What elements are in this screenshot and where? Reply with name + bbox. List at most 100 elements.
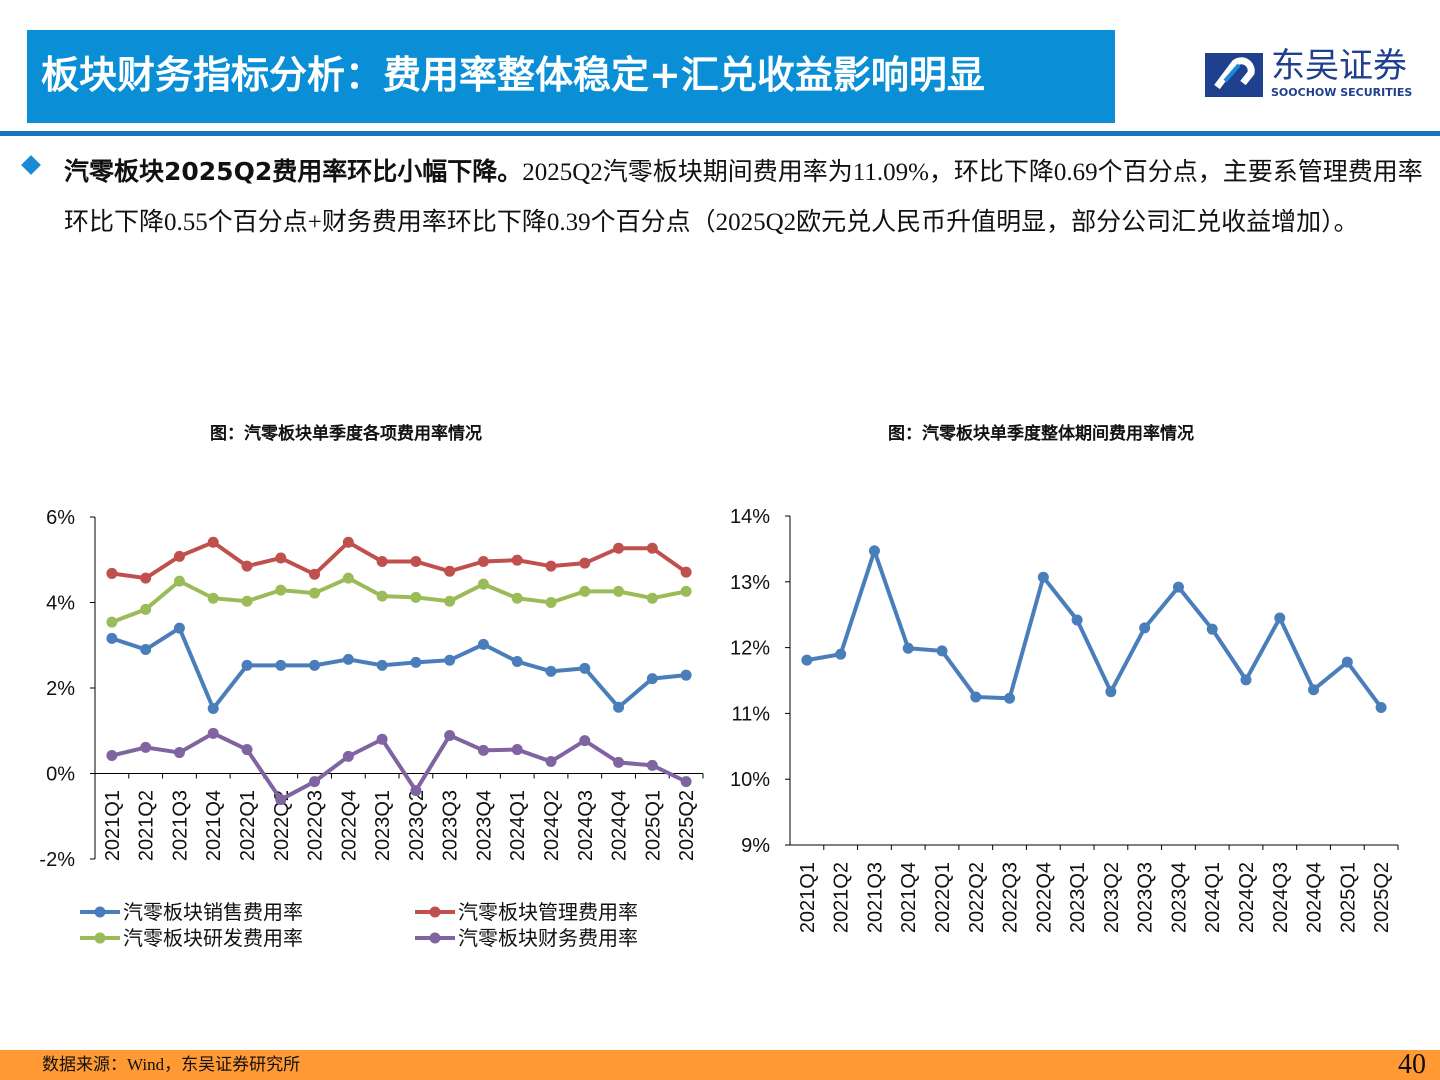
data-point [545,665,557,677]
data-point [579,557,591,569]
data-point [444,565,456,577]
series-line-0 [806,544,1383,709]
data-point [680,776,692,788]
data-point [801,654,813,666]
data-point [207,727,219,739]
total-expense-chart: 9% 10% 11% 12% 13% 14% 2021Q1 2021Q2 2021Q3 2021Q… [730,506,1399,933]
data-point [902,642,914,654]
legend-marker [94,906,106,918]
x-tick-label: 2024Q1 [1202,862,1224,933]
x-tick-label: 2024Q4 [1304,862,1326,933]
data-point [1004,692,1016,704]
x-tick-label: 2021Q3 [864,862,886,933]
data-point [275,794,287,806]
footer-bar: 数据来源：Wind，东吴证券研究所 40 [0,1050,1440,1080]
x-tick-label: 2023Q4 [1168,862,1190,933]
data-point [477,744,489,756]
data-point [835,648,847,660]
x-tick-label: 2025Q1 [1337,862,1359,933]
x-tick-label: 2022Q2 [966,862,988,933]
data-point [511,592,523,604]
y-tick-label: -2% [39,849,75,871]
x-tick-label: 2022Q3 [305,790,327,861]
data-point [173,550,185,562]
data-point [410,591,422,603]
data-point [1308,684,1320,696]
x-tick-label: 2024Q1 [507,790,529,861]
x-tick-label: 2023Q2 [1101,862,1123,933]
data-point [680,585,692,597]
data-point [275,584,287,596]
data-point [410,656,422,668]
y-tick-label: 0% [46,764,75,786]
x-tick-label: 2025Q2 [1371,862,1393,933]
diamond-bullet-icon [21,155,41,175]
y-tick-label: 12% [730,638,770,660]
x-tick-label: 2021Q2 [831,862,853,933]
data-point [207,703,219,715]
data-point [613,701,625,713]
data-point [241,560,253,572]
data-point [410,785,422,797]
logo-cn: 东吴证券 [1271,46,1407,86]
data-point [511,655,523,667]
y-tick-label: 2% [46,678,75,700]
data-point [1341,656,1353,668]
data-point [275,552,287,564]
data-point [1375,701,1387,713]
x-tick-label: 2021Q1 [102,790,124,861]
x-tick-label: 2023Q3 [1135,862,1157,933]
legend-marker [94,932,106,944]
expense-items-chart: -2% 0% 2% 4% 6% 2021Q1 2021Q2 2021Q3 2021Q4 2022Q… [39,507,704,950]
data-point [579,735,591,747]
y-tick-label: 4% [46,593,75,615]
x-tick-label: 2024Q2 [1236,862,1258,933]
x-tick-label: 2022Q4 [338,790,360,861]
data-point [613,585,625,597]
data-point [444,654,456,666]
data-point [376,733,388,745]
data-point [241,595,253,607]
x-tick-label: 2023Q3 [440,790,462,861]
data-point [376,659,388,671]
data-point [173,747,185,759]
chart2-title: 图：汽零板块单季度整体期间费用率情况 [888,424,1194,444]
data-point [342,653,354,665]
page-title: 板块财务指标分析：费用率整体稳定+汇兑收益影响明显 [41,53,985,97]
data-point [309,568,321,580]
data-point [511,744,523,756]
x-tick-label: 2025Q1 [642,790,664,861]
data-point [342,536,354,548]
x-tick-label: 2021Q2 [136,790,158,861]
data-point [1206,623,1218,635]
logo: 东吴证券 SOOCHOW SECURITIES [1205,48,1420,100]
data-point [140,741,152,753]
data-point [477,638,489,650]
y-tick-label: 14% [730,506,770,528]
source-note: 数据来源：Wind，东吴证券研究所 [42,1055,301,1074]
legend-label: 汽零板块销售费用率 [123,901,303,924]
x-tick-label: 2022Q1 [237,790,259,861]
data-point [106,567,118,579]
series-line-1 [111,539,688,581]
x-tick-label: 2023Q2 [406,790,428,861]
legend-label: 汽零板块研发费用率 [123,927,303,950]
data-point [680,566,692,578]
data-point [477,578,489,590]
summary-text: 2025Q2汽零板块期间费用率为11.09%，环比下降0.69个百分点，主要系管… [64,159,1423,236]
x-tick-label: 2021Q4 [898,862,920,933]
data-point [511,554,523,566]
data-point [936,645,948,657]
x-tick-label: 2021Q1 [797,862,819,933]
data-point [1105,686,1117,698]
y-tick-label: 9% [741,835,770,857]
x-tick-label: 2022Q1 [932,862,954,933]
legend-label: 汽零板块管理费用率 [458,901,638,924]
data-point [444,595,456,607]
data-point [613,756,625,768]
data-point [970,691,982,703]
title-bar: 板块财务指标分析：费用率整体稳定+汇兑收益影响明显 [27,30,1115,123]
x-tick-label: 2021Q4 [203,790,225,861]
page-number: 40 [1398,1049,1426,1080]
data-point [173,575,185,587]
